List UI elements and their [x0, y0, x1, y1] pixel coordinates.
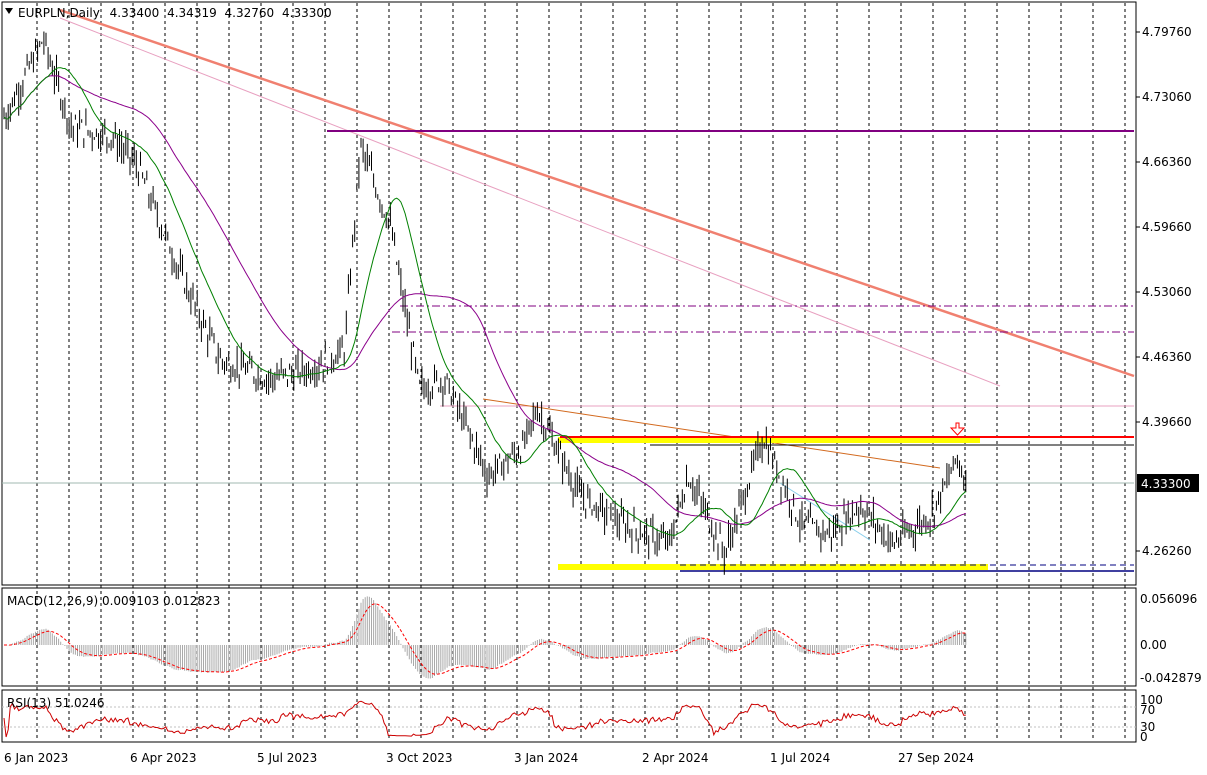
yellow-support-zone [558, 564, 988, 570]
date-label: 6 Jan 2023 [4, 751, 68, 765]
rsi-tick: 100 [1140, 693, 1163, 707]
date-axis: 6 Jan 2023 6 Apr 2023 5 Jul 2023 3 Oct 2… [4, 751, 974, 765]
rsi-title: RSI(13) 51.0246 [7, 696, 105, 710]
date-label: 3 Oct 2023 [386, 751, 453, 765]
brown-slanted-line [482, 398, 941, 469]
fast-moving-average [3, 67, 967, 536]
price-bars [3, 31, 967, 575]
symbol-title: EURPLN,Daily 4.33400 4.34319 4.32760 4.3… [18, 6, 332, 20]
rsi-tick: 0 [1140, 730, 1148, 744]
macd-signal-line [4, 603, 966, 675]
main-panel-frame [1, 1, 1137, 586]
date-label: 6 Apr 2023 [130, 751, 197, 765]
slow-moving-average [3, 75, 966, 527]
price-tick: 4.59660 [1142, 220, 1192, 234]
macd-title: MACD(12,26,9) 0.009103 0.012823 [7, 594, 220, 608]
date-label: 3 Jan 2024 [514, 751, 578, 765]
price-tick: 4.73060 [1142, 90, 1192, 104]
macd-tick: 0.00 [1140, 638, 1167, 652]
rsi-tick: 30 [1140, 720, 1155, 734]
long-term-downtrend-line [59, 8, 1135, 378]
light-blue-slanted-line [779, 482, 871, 541]
price-axis: 4.79760 4.73060 4.66360 4.59660 4.53060 … [1136, 25, 1192, 558]
macd-histogram [5, 596, 967, 679]
current-price-box [1137, 474, 1199, 492]
price-tick: 4.79760 [1142, 25, 1192, 39]
date-label: 27 Sep 2024 [898, 751, 974, 765]
down-arrow-icon [949, 422, 966, 436]
date-label: 5 Jul 2023 [257, 751, 317, 765]
thin-downtrend-line [59, 17, 1001, 387]
macd-tick: -0.042879 [1140, 671, 1202, 685]
symbol-dropdown-icon[interactable] [5, 8, 13, 14]
date-label: 1 Jul 2024 [770, 751, 830, 765]
rsi-tick: 70 [1140, 703, 1155, 717]
rsi-panel-frame [1, 689, 1137, 743]
price-tick: 4.26260 [1142, 544, 1192, 558]
price-tick: 4.46360 [1142, 350, 1192, 364]
price-tick: 4.66360 [1142, 155, 1192, 169]
macd-tick: 0.056096 [1140, 592, 1197, 606]
current-price-label: 4.33300 [1141, 477, 1191, 491]
rsi-line [3, 700, 966, 738]
date-label: 2 Apr 2024 [642, 751, 709, 765]
yellow-resistance-zone [558, 437, 980, 443]
price-tick: 4.39660 [1142, 415, 1192, 429]
price-tick: 4.53060 [1142, 285, 1192, 299]
